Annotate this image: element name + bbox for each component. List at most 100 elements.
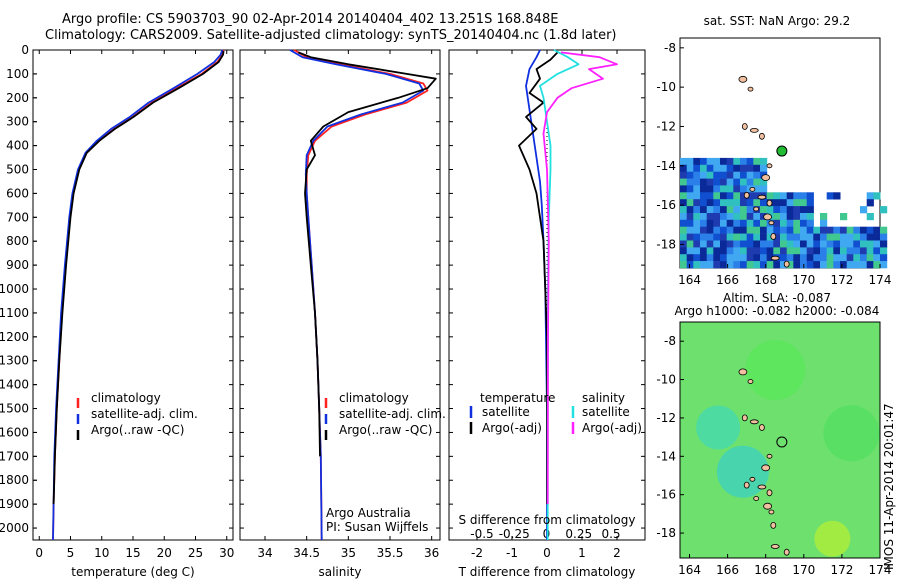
depth-tick-label: 1100 (0, 306, 29, 320)
sst-cell (713, 164, 721, 172)
sst-cell (733, 254, 741, 262)
sst-cell (753, 171, 761, 179)
sst-cell (766, 226, 774, 234)
sst-cell (813, 254, 821, 262)
sst-cell (786, 199, 794, 207)
sst-cell (733, 157, 741, 166)
sst-cell (860, 254, 868, 262)
sst-cell (833, 261, 841, 269)
sst-cell (680, 233, 688, 241)
island (766, 199, 773, 207)
sst-cell (846, 254, 854, 262)
sst-cell (813, 261, 821, 269)
sst-cell (766, 192, 774, 200)
depth-tick-label: 1400 (0, 378, 29, 392)
sst-cell (840, 213, 848, 221)
sst-cell (726, 206, 734, 214)
depth-tick-label: 0 (21, 43, 29, 57)
legend-label-climatology: climatology (339, 391, 409, 405)
sst-cell (760, 199, 768, 207)
sst-cell (840, 247, 848, 255)
sst-cell (753, 192, 761, 200)
depth-tick-label: 100 (6, 67, 29, 81)
island (759, 424, 765, 431)
salinity-difference-tick-label: 0.5 (601, 527, 620, 541)
island (749, 186, 756, 192)
sst-cell (693, 247, 701, 255)
sst-cell (780, 192, 788, 200)
sst-cell (793, 254, 801, 262)
sst-cell (733, 185, 741, 193)
island (753, 496, 760, 501)
sst-cell (746, 213, 754, 221)
sst-cell (686, 254, 694, 262)
sst-cell (880, 240, 888, 248)
x-tick-label: 1 (578, 546, 586, 560)
sst-cell (826, 240, 834, 248)
sst-cell (826, 233, 834, 241)
credit-pi-name: PI: Susan Wijffels (326, 520, 428, 534)
depth-tick-label: 1500 (0, 402, 29, 416)
sst-cell (746, 247, 754, 255)
lat-tick-label: -18 (656, 237, 676, 251)
sst-cell (780, 226, 788, 234)
sst-cell (700, 157, 708, 166)
sst-cell (820, 240, 828, 248)
sst-cell (806, 240, 814, 248)
sst-cell (773, 247, 781, 255)
sst-cell (720, 233, 728, 241)
sst-cell (733, 226, 741, 234)
sst-cell (773, 199, 781, 207)
sst-cell (686, 157, 694, 166)
sst-cell (846, 226, 854, 234)
lon-tick-label: 174 (869, 563, 892, 577)
sst-cell (853, 233, 861, 241)
lon-tick-label: 168 (754, 273, 777, 287)
sla-map-axes: 164 166 168 170 172 174 -8 -10 -12 -14 -16 -18 (656, 334, 891, 577)
sst-cell (820, 233, 828, 241)
difference-lines (518, 49, 618, 540)
lat-tick-label: -10 (656, 373, 676, 387)
sst-cell (860, 240, 868, 248)
sla-anomaly-blob (745, 340, 806, 400)
sst-cell (800, 213, 808, 221)
sst-cell (753, 219, 761, 227)
sst-cell (806, 192, 814, 200)
sst-cell (726, 213, 734, 221)
depth-tick-label: 400 (6, 139, 29, 153)
sst-cell (873, 247, 881, 255)
sst-cell (680, 178, 688, 186)
sst-cell (740, 206, 748, 214)
sst-cell (686, 178, 694, 186)
sst-cell (880, 233, 888, 241)
sst-cell (706, 213, 714, 221)
sst-cell (700, 219, 708, 227)
sst-cell (813, 226, 821, 234)
sst-cell (806, 206, 814, 214)
sst-cell (846, 261, 854, 269)
island (749, 127, 759, 133)
temperature-xlabel: temperature (deg C) (71, 565, 194, 579)
sst-cell (680, 157, 688, 166)
sst-cell (733, 206, 741, 214)
sst-cell (793, 261, 801, 269)
sst-cell (726, 178, 734, 186)
lat-tick-label: -10 (656, 80, 676, 94)
sst-cell (700, 178, 708, 186)
sst-cell (880, 247, 888, 255)
imos-credit: IMOS 11-Apr-2014 20:01:47 (882, 403, 896, 570)
sst-cell (773, 219, 781, 227)
x-tick-label: 10 (94, 546, 109, 560)
salinity-panel: 34 34.5 35 35.5 36 salinity climatology sate… (239, 49, 446, 579)
island (743, 481, 750, 489)
sst-cell (800, 254, 808, 262)
sst-cell (786, 254, 794, 262)
sst-cell (780, 233, 788, 241)
sst-cell (813, 240, 821, 248)
sst-cell (880, 206, 888, 214)
sst-cell (700, 261, 708, 269)
sst-cell (873, 226, 881, 234)
sst-cell (720, 247, 728, 255)
sst-cell (880, 261, 888, 269)
